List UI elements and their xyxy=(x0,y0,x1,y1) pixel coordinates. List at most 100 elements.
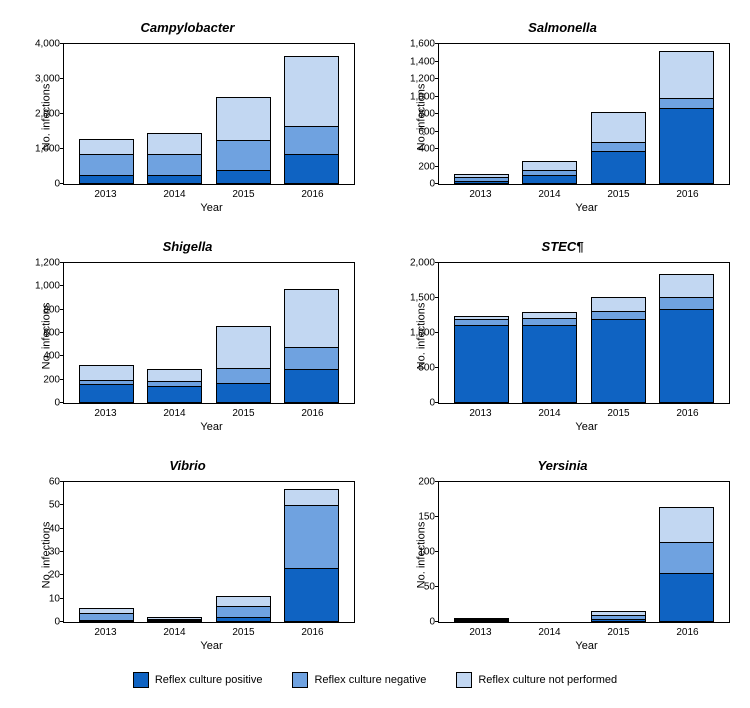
y-tick-label: 2,000 xyxy=(30,109,64,120)
segment-not-performed xyxy=(659,274,714,297)
segment-not-performed xyxy=(284,289,339,347)
legend-label-negative: Reflex culture negative xyxy=(314,674,426,686)
bar-group xyxy=(216,326,271,403)
chart-area: 02004006008001,0001,200 xyxy=(63,262,355,404)
chart-grid: CampylobacterNo. infections01,0002,0003,… xyxy=(15,20,735,652)
chart-title: Shigella xyxy=(15,239,360,254)
x-tick-label: 2016 xyxy=(285,408,340,419)
segment-not-performed xyxy=(216,596,271,605)
x-tick-labels: 2013 2014 2015 2016 xyxy=(63,185,355,200)
x-tick-label: 2013 xyxy=(453,189,508,200)
x-tick-label: 2015 xyxy=(216,189,271,200)
y-tick-label: 200 xyxy=(405,161,439,172)
y-tick-label: 1,000 xyxy=(30,281,64,292)
y-tick-label: 30 xyxy=(30,547,64,558)
swatch-negative xyxy=(292,672,308,688)
x-tick-label: 2015 xyxy=(216,627,271,638)
segment-positive xyxy=(284,568,339,622)
x-tick-label: 2015 xyxy=(216,408,271,419)
chart-area: 050100150200 xyxy=(438,481,730,623)
segment-positive xyxy=(284,154,339,184)
x-axis-label: Year xyxy=(63,421,360,433)
x-tick-label: 2016 xyxy=(660,627,715,638)
bar-group xyxy=(147,369,202,403)
y-tick-label: 1,000 xyxy=(405,91,439,102)
bar-group xyxy=(659,507,714,623)
segment-positive xyxy=(216,383,271,403)
y-tick-label: 600 xyxy=(405,126,439,137)
segment-positive xyxy=(284,369,339,403)
bar-group xyxy=(454,316,509,403)
x-axis-label: Year xyxy=(63,202,360,214)
y-tick-label: 1,000 xyxy=(405,328,439,339)
segment-negative xyxy=(79,613,134,620)
segment-negative xyxy=(659,98,714,108)
y-tick-label: 2,000 xyxy=(405,258,439,269)
bar-group xyxy=(147,133,202,184)
segment-positive xyxy=(591,319,646,403)
bars-container xyxy=(64,44,354,184)
bar-group xyxy=(454,618,509,622)
x-tick-label: 2016 xyxy=(285,189,340,200)
segment-negative xyxy=(591,311,646,319)
chart-panel: VibrioNo. infections01020304050602013201… xyxy=(15,458,360,652)
segment-negative xyxy=(284,347,339,369)
bar-group xyxy=(284,56,339,184)
legend: Reflex culture positive Reflex culture n… xyxy=(15,672,735,688)
x-tick-label: 2014 xyxy=(522,189,577,200)
y-tick-label: 0 xyxy=(30,398,64,409)
segment-positive xyxy=(659,573,714,622)
legend-negative: Reflex culture negative xyxy=(292,672,426,688)
y-tick-label: 4,000 xyxy=(30,39,64,50)
y-tick-label: 100 xyxy=(405,547,439,558)
bar-group xyxy=(284,489,339,622)
chart-title: STEC¶ xyxy=(390,239,735,254)
segment-negative xyxy=(522,318,577,325)
x-tick-label: 2013 xyxy=(78,408,133,419)
x-axis-label: Year xyxy=(438,421,735,433)
y-tick-label: 10 xyxy=(30,593,64,604)
bar-group xyxy=(454,174,509,185)
y-tick-label: 1,500 xyxy=(405,293,439,304)
bar-group xyxy=(659,274,714,403)
bar-group xyxy=(147,617,202,622)
segment-positive xyxy=(454,325,509,403)
segment-not-performed xyxy=(79,139,134,155)
segment-positive xyxy=(147,620,202,622)
segment-positive xyxy=(216,617,271,622)
chart-title: Vibrio xyxy=(15,458,360,473)
y-tick-label: 600 xyxy=(30,328,64,339)
bars-container xyxy=(64,482,354,622)
x-axis-label: Year xyxy=(438,640,735,652)
segment-negative xyxy=(284,126,339,154)
x-tick-labels: 2013201420152016 xyxy=(63,623,355,638)
y-tick-label: 50 xyxy=(405,582,439,593)
y-tick-label: 1,400 xyxy=(405,56,439,67)
bar-group xyxy=(522,161,577,184)
bars-container xyxy=(64,263,354,403)
x-tick-label: 2014 xyxy=(147,189,202,200)
x-tick-label: 2016 xyxy=(660,408,715,419)
swatch-not-performed xyxy=(456,672,472,688)
segment-positive xyxy=(79,175,134,184)
bar-group xyxy=(79,608,134,622)
x-tick-labels: 2013201420152016 xyxy=(438,623,730,638)
bar-group xyxy=(591,112,646,184)
bar-group xyxy=(591,297,646,403)
x-tick-label: 2015 xyxy=(591,627,646,638)
legend-label-not-performed: Reflex culture not performed xyxy=(478,674,617,686)
segment-not-performed xyxy=(659,51,714,98)
y-tick-label: 800 xyxy=(405,109,439,120)
chart-area: 0102030405060 xyxy=(63,481,355,623)
x-tick-label: 2014 xyxy=(147,627,202,638)
x-tick-label: 2015 xyxy=(591,189,646,200)
segment-not-performed xyxy=(216,97,271,141)
segment-positive xyxy=(591,151,646,184)
segment-not-performed xyxy=(591,112,646,142)
x-tick-label: 2013 xyxy=(78,189,133,200)
bar-group xyxy=(522,312,577,403)
segment-positive xyxy=(659,108,714,184)
bar-group xyxy=(591,611,646,622)
segment-not-performed xyxy=(591,297,646,311)
segment-positive xyxy=(147,386,202,404)
